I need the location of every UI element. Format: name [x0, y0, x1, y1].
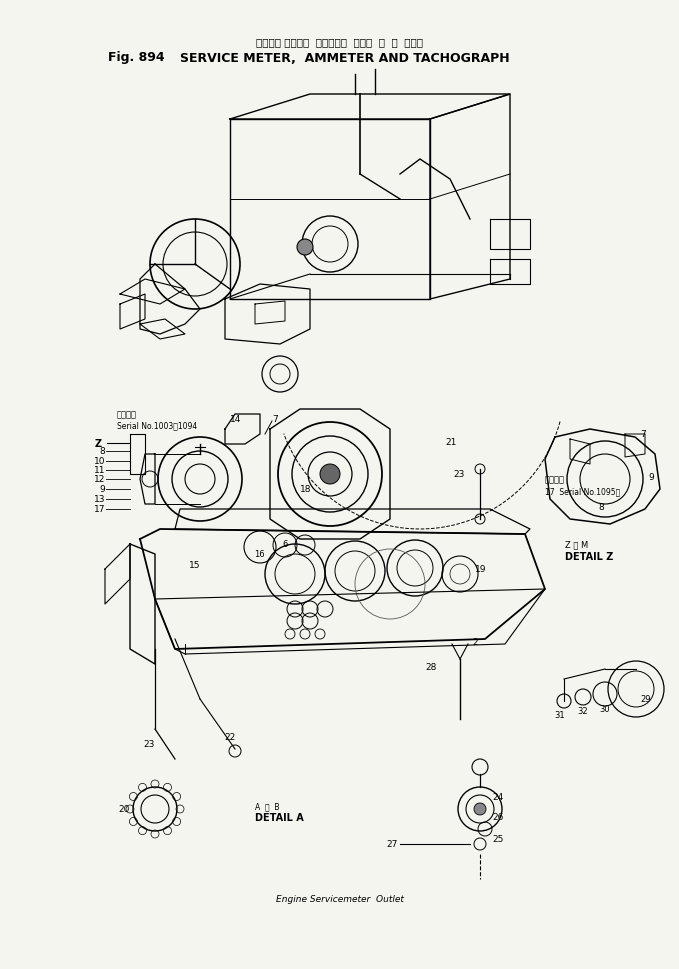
Text: 20: 20 [119, 804, 130, 814]
Text: 14: 14 [230, 415, 241, 424]
Text: DETAIL Z: DETAIL Z [565, 551, 613, 561]
Text: 23: 23 [144, 739, 155, 749]
Text: 19: 19 [475, 565, 486, 574]
Text: Fig. 894: Fig. 894 [108, 51, 164, 64]
Text: 6: 6 [282, 540, 288, 548]
Text: A  詳  B: A 詳 B [255, 801, 280, 811]
Text: 8: 8 [99, 447, 105, 456]
Text: Z 詳 M: Z 詳 M [565, 540, 588, 548]
Text: 22: 22 [224, 733, 236, 741]
Text: SERVICE METER,  AMMETER AND TACHOGRAPH: SERVICE METER, AMMETER AND TACHOGRAPH [180, 51, 510, 64]
Text: 26: 26 [492, 813, 503, 822]
Circle shape [474, 803, 486, 815]
Text: 12: 12 [94, 475, 105, 484]
Text: サービス メータ，  アンメータ  および  タ  コ  グラフ: サービス メータ， アンメータ および タ コ グラフ [257, 37, 424, 47]
Text: 13: 13 [94, 495, 105, 504]
Text: Serial No.1003～1094: Serial No.1003～1094 [117, 422, 198, 430]
Circle shape [320, 464, 340, 484]
Text: 9: 9 [648, 473, 654, 482]
Text: 7: 7 [640, 430, 646, 439]
Text: 30: 30 [600, 704, 610, 714]
Text: 25: 25 [492, 834, 503, 844]
Text: 7: 7 [272, 415, 278, 424]
Text: 2: 2 [472, 638, 477, 647]
Text: 17  Serial No.1095～: 17 Serial No.1095～ [545, 487, 620, 496]
Text: 23: 23 [454, 470, 465, 479]
Circle shape [297, 239, 313, 256]
Text: 21: 21 [445, 438, 456, 447]
Text: 17: 17 [94, 505, 105, 514]
Text: 16: 16 [255, 550, 265, 559]
Text: 適用号機: 適用号機 [545, 475, 565, 484]
Text: Z: Z [95, 439, 102, 449]
Text: 31: 31 [555, 711, 566, 720]
Text: 10: 10 [94, 457, 105, 466]
Text: 28: 28 [425, 663, 437, 672]
Text: 29: 29 [640, 695, 650, 703]
Text: 15: 15 [189, 561, 200, 570]
Text: DETAIL A: DETAIL A [255, 812, 304, 822]
Text: 8: 8 [598, 503, 604, 512]
Text: 11: 11 [94, 466, 105, 475]
Text: 32: 32 [578, 706, 588, 716]
Text: Engine Servicemeter  Outlet: Engine Servicemeter Outlet [276, 894, 404, 903]
Text: 27: 27 [386, 839, 398, 849]
Text: 24: 24 [492, 793, 503, 801]
Text: 18: 18 [300, 485, 312, 494]
Text: 適用号機: 適用号機 [117, 410, 137, 419]
Text: 9: 9 [99, 485, 105, 494]
